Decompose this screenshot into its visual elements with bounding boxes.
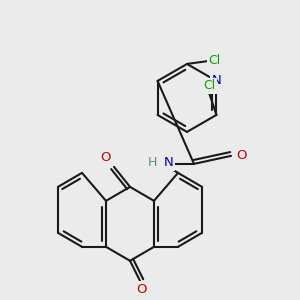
Text: O: O bbox=[136, 283, 147, 296]
Text: O: O bbox=[100, 152, 110, 164]
Text: Cl: Cl bbox=[203, 80, 215, 92]
Text: N: N bbox=[212, 74, 221, 87]
Text: O: O bbox=[236, 149, 247, 162]
Text: H: H bbox=[148, 156, 157, 169]
Text: N: N bbox=[164, 157, 174, 169]
Text: Cl: Cl bbox=[208, 55, 221, 68]
